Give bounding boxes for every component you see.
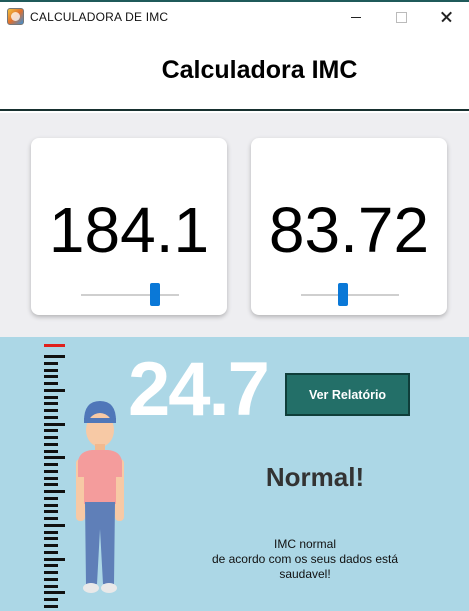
- ruler-tick: [44, 557, 65, 561]
- weight-value: 83.72: [268, 194, 430, 266]
- ruler-tick: [44, 463, 58, 466]
- ruler-tick: [44, 490, 65, 493]
- maximize-button[interactable]: [381, 4, 421, 30]
- ruler-tick: [44, 598, 58, 601]
- window-title: CALCULADORA DE IMC: [30, 10, 169, 24]
- ruler-tick: [44, 564, 58, 568]
- ruler-tick: [44, 361, 58, 365]
- person-illustration: [76, 401, 124, 593]
- message-line-3: saudavel!: [279, 567, 331, 581]
- ruler-tick: [44, 544, 58, 547]
- close-button[interactable]: [427, 4, 467, 30]
- ruler-tick: [44, 355, 65, 358]
- ruler-tick: [44, 469, 58, 473]
- ruler-tick: [44, 395, 58, 399]
- ver-relatorio-button[interactable]: Ver Relatório: [285, 373, 410, 416]
- weight-slider-track[interactable]: [301, 294, 399, 296]
- ruler-tick: [44, 368, 58, 372]
- minimize-button[interactable]: [336, 4, 376, 30]
- weight-slider-thumb[interactable]: [337, 283, 348, 306]
- message-line-1: IMC normal: [273, 537, 336, 551]
- ruler-tick: [44, 530, 58, 534]
- height-value: 184.1: [48, 194, 210, 266]
- ruler-tick: [44, 483, 58, 487]
- message-line-2: de acordo com os seus dados está: [211, 552, 399, 566]
- ruler-tick: [44, 537, 58, 541]
- imc-value: 24.7: [128, 347, 270, 432]
- ruler-tick: [44, 503, 58, 507]
- ruler-tick: [44, 375, 58, 379]
- ruler-tick: [44, 550, 58, 554]
- ruler-tick: [44, 456, 65, 460]
- ruler-tick: [44, 604, 58, 608]
- ruler-tick: [44, 415, 58, 419]
- weight-card: 83.72: [251, 138, 447, 315]
- ruler-tick: [44, 436, 58, 439]
- ruler-tick: [44, 496, 58, 500]
- window-title-bar: CALCULADORA DE IMC: [0, 0, 469, 34]
- imc-message: IMC normal de acordo com os seus dados e…: [190, 537, 420, 582]
- ruler-tick: [44, 577, 58, 581]
- ruler-top-mark: [44, 344, 65, 347]
- imc-status: Normal!: [265, 462, 365, 492]
- ruler-tick: [44, 510, 58, 514]
- height-slider-thumb[interactable]: [149, 283, 160, 306]
- ruler-tick: [44, 422, 65, 426]
- ruler-tick: [44, 429, 58, 433]
- ruler-tick: [44, 442, 58, 446]
- ruler-tick: [44, 382, 58, 385]
- ruler-tick: [44, 402, 58, 406]
- height-slider-track[interactable]: [81, 294, 179, 296]
- ruler-tick: [44, 388, 65, 392]
- height-card: 184.1: [31, 138, 227, 315]
- ruler-tick: [44, 584, 58, 588]
- ruler-tick: [44, 591, 65, 595]
- ruler-tick: [44, 476, 58, 480]
- ruler-tick: [44, 409, 58, 412]
- page-title: Calculadora IMC: [161, 56, 358, 84]
- title-bar-accent-line: [0, 0, 469, 2]
- ruler-tick: [44, 449, 58, 453]
- ruler-tick: [44, 523, 65, 527]
- ruler-tick: [44, 517, 58, 520]
- inputs-panel: 184.1 83.72: [0, 113, 469, 337]
- app-icon: [7, 8, 24, 25]
- result-panel: 24.7 Ver Relatório Normal! IMC normal de…: [0, 337, 469, 611]
- header: Calculadora IMC: [0, 34, 469, 111]
- ruler-scale: [44, 341, 66, 608]
- ruler-tick: [44, 571, 58, 574]
